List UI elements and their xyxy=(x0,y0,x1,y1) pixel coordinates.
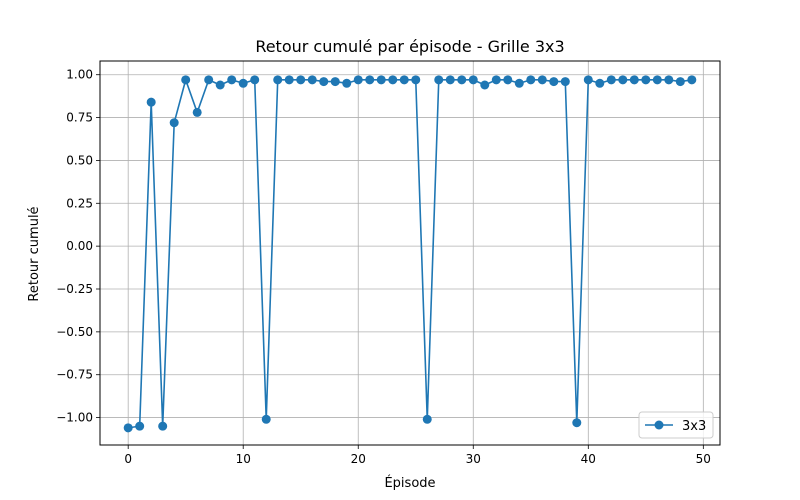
data-point xyxy=(227,75,237,85)
data-point xyxy=(491,75,501,85)
data-point xyxy=(169,118,179,128)
y-tick-label: 0.00 xyxy=(66,239,93,253)
y-tick-label: 0.25 xyxy=(66,196,93,210)
data-point xyxy=(572,418,582,428)
x-tick-label: 0 xyxy=(124,452,132,466)
data-point xyxy=(537,75,547,85)
x-tick-label: 30 xyxy=(466,452,481,466)
data-point xyxy=(181,75,191,85)
data-point xyxy=(307,75,317,85)
data-point xyxy=(457,75,467,85)
data-point xyxy=(468,75,478,85)
x-axis-label: Épisode xyxy=(384,475,435,491)
x-tick-label: 50 xyxy=(696,452,711,466)
x-tick-label: 10 xyxy=(236,452,251,466)
data-point xyxy=(549,77,559,87)
grid xyxy=(100,61,720,445)
data-point xyxy=(284,75,294,85)
data-point xyxy=(445,75,455,85)
data-point xyxy=(261,414,271,424)
data-point xyxy=(215,80,225,90)
chart-title: Retour cumulé par épisode - Grille 3x3 xyxy=(255,37,564,56)
data-point xyxy=(629,75,639,85)
y-tick-label: −0.25 xyxy=(56,282,93,296)
data-point xyxy=(606,75,616,85)
data-point xyxy=(238,78,248,88)
x-tick-label: 20 xyxy=(351,452,366,466)
data-point xyxy=(296,75,306,85)
data-point xyxy=(526,75,536,85)
plot-frame xyxy=(99,60,721,446)
data-point xyxy=(146,97,156,107)
data-point xyxy=(422,414,432,424)
data-point xyxy=(158,421,168,431)
data-point xyxy=(388,75,398,85)
data-point xyxy=(480,80,490,90)
data-point xyxy=(411,75,421,85)
data-point xyxy=(641,75,651,85)
series-layer xyxy=(123,75,697,433)
y-tick-label: −1.00 xyxy=(56,411,93,425)
data-point xyxy=(583,75,593,85)
data-point xyxy=(273,75,283,85)
data-point xyxy=(618,75,628,85)
y-tick-label: −0.75 xyxy=(56,368,93,382)
data-point xyxy=(204,75,214,85)
data-point xyxy=(514,78,524,88)
legend-marker-3x3 xyxy=(654,420,664,430)
data-point xyxy=(652,75,662,85)
data-point xyxy=(503,75,513,85)
legend-box xyxy=(638,411,714,439)
data-point xyxy=(342,78,352,88)
y-tick-label: −0.50 xyxy=(56,325,93,339)
data-point xyxy=(560,77,570,87)
y-tick-label: 0.50 xyxy=(66,153,93,167)
data-point xyxy=(434,75,444,85)
legend: 3x3 xyxy=(638,411,714,439)
data-point xyxy=(319,77,329,87)
data-point xyxy=(664,75,674,85)
data-point xyxy=(192,107,202,117)
data-point xyxy=(365,75,375,85)
x-tick-label: 40 xyxy=(581,452,596,466)
data-point xyxy=(687,75,697,85)
data-point xyxy=(376,75,386,85)
data-point xyxy=(330,77,340,87)
y-axis-label: Retour cumulé xyxy=(27,206,42,301)
y-tick-label: 1.00 xyxy=(66,68,93,82)
data-point xyxy=(135,421,145,431)
ticks: 0 10 20 30 40 50 −1.00 −0.75 −0.50 −0.25 0.00 0.25 0… xyxy=(56,68,711,466)
data-point xyxy=(595,78,605,88)
legend-label-3x3: 3x3 xyxy=(682,419,706,434)
data-point xyxy=(399,75,409,85)
data-point xyxy=(250,75,260,85)
data-point xyxy=(123,423,133,433)
data-point xyxy=(675,77,685,87)
y-tick-label: 0.75 xyxy=(66,111,93,125)
data-point xyxy=(353,75,363,85)
